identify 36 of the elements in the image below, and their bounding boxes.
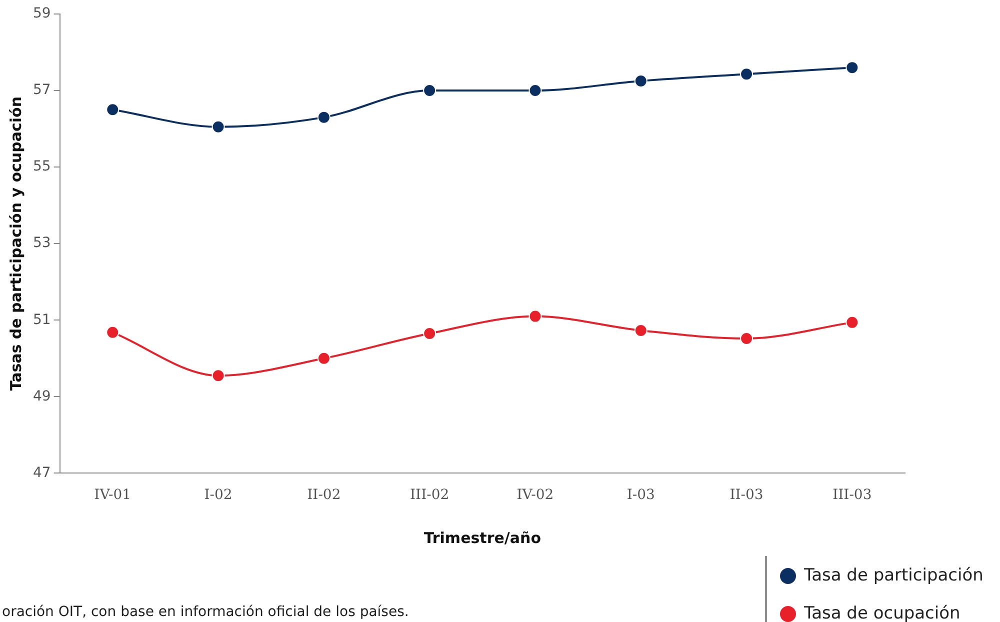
y-tick-label: 51 [32, 312, 51, 328]
text: oración OIT, con base en información oficial de los países. [2, 604, 409, 620]
y-tick-label: 57 [32, 82, 51, 98]
x-tick-label: IV-02 [516, 487, 554, 504]
point [423, 327, 436, 340]
point [106, 103, 120, 116]
point [634, 74, 648, 88]
point [846, 61, 859, 74]
point [740, 68, 754, 81]
point [106, 326, 120, 339]
point [317, 352, 330, 365]
x-tick-label: III-03 [832, 487, 872, 504]
point [423, 84, 436, 98]
x-tick-label: IV-01 [94, 487, 132, 504]
x-tick-label: I-02 [204, 487, 232, 504]
y-tick-label: 47 [32, 464, 51, 481]
point [212, 120, 225, 134]
point [740, 332, 754, 345]
point [528, 84, 542, 98]
y-tick-label: 49 [32, 388, 51, 404]
legend-label: Tasa de participación [803, 565, 984, 586]
point [634, 324, 648, 337]
point [528, 310, 542, 323]
x-tick-label: I-03 [626, 487, 655, 504]
point [212, 369, 225, 382]
x-axis-title: Trimestre/año [424, 528, 541, 547]
y-tick-label: 55 [32, 158, 51, 175]
y-tick-label: 59 [32, 6, 51, 22]
x-tick-label: III-02 [410, 487, 450, 504]
y-axis-title: Tasas de participación y ocupación [6, 96, 25, 391]
x-tick-label: II-02 [307, 487, 341, 504]
legend-label: Tasa de ocupación [803, 603, 960, 622]
x-tick-label: II-03 [730, 487, 764, 504]
y-tick-label: 53 [32, 235, 51, 252]
point [317, 110, 330, 124]
point [846, 316, 859, 329]
